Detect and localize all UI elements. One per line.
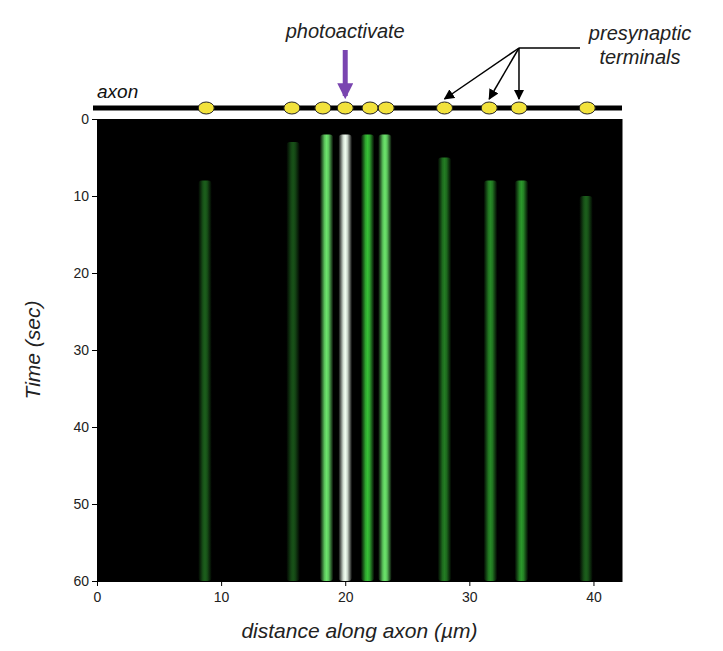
stripe [378, 134, 392, 581]
x-tick-mark [221, 581, 222, 586]
stripe [198, 181, 212, 581]
x-axis-line [98, 581, 623, 582]
terminal [437, 102, 453, 114]
stripe [286, 142, 300, 581]
stripe [515, 181, 529, 581]
x-tick: 40 [586, 581, 602, 605]
y-tick: 0 [81, 111, 97, 127]
axon-label: axon [97, 81, 138, 102]
plot-background [97, 119, 622, 581]
stripe [338, 134, 352, 581]
stripe [438, 158, 452, 582]
terminal [284, 102, 300, 114]
terminal [362, 102, 378, 114]
x-tick-mark [97, 581, 98, 586]
y-tick-mark [92, 273, 97, 274]
y-tick: 40 [73, 419, 97, 435]
frame [622, 119, 623, 581]
y-tick-label: 50 [73, 496, 89, 512]
x-tick-mark [469, 581, 470, 586]
axon-line [93, 106, 622, 111]
x-axis-title: distance along axon (µm) [241, 619, 477, 642]
x-tick-label: 40 [586, 589, 602, 605]
annotation: photoactivate [285, 20, 405, 42]
y-tick: 50 [73, 496, 97, 512]
x-tick-label: 20 [338, 589, 354, 605]
terminal [511, 102, 527, 114]
y-tick-label: 40 [73, 419, 89, 435]
terminal [315, 102, 331, 114]
stripe [361, 134, 375, 581]
y-tick-label: 10 [73, 188, 89, 204]
y-tick-label: 0 [81, 111, 89, 127]
x-axis: 0 10 20 30 40 [94, 581, 623, 605]
x-tick: 0 [94, 581, 102, 605]
leader-arrow [445, 48, 519, 99]
stripes [198, 134, 593, 581]
leader-line [519, 47, 580, 49]
x-tick-label: 0 [94, 589, 102, 605]
stripe [579, 196, 593, 581]
y-tick-mark [92, 581, 97, 582]
x-tick: 20 [338, 581, 354, 605]
x-tick-label: 10 [214, 589, 230, 605]
y-tick-mark [92, 350, 97, 351]
y-tick-mark [92, 196, 97, 197]
y-tick-mark [92, 119, 97, 120]
x-tick-mark [345, 581, 346, 586]
x-tick-mark [593, 581, 594, 586]
y-tick-label: 20 [73, 265, 89, 281]
annotation-line: presynaptic [588, 22, 691, 44]
stripe [320, 134, 334, 581]
y-tick: 60 [73, 573, 97, 589]
photoactivate-arrow [343, 50, 348, 96]
terminal [378, 102, 394, 114]
y-tick: 20 [73, 265, 97, 281]
leader-arrow [518, 48, 520, 99]
y-tick-label: 30 [73, 342, 89, 358]
y-tick-mark [92, 504, 97, 505]
y-tick: 10 [73, 188, 97, 204]
y-axis-line [97, 120, 98, 582]
terminal [198, 102, 214, 114]
terminal [337, 102, 353, 114]
y-tick-label: 60 [73, 573, 89, 589]
terminal [579, 102, 595, 114]
x-tick: 10 [214, 581, 230, 605]
terminal [481, 102, 497, 114]
y-axis: 0 10 20 30 40 50 60 [73, 111, 97, 589]
chart: 0 10 20 30 40 0 10 20 30 40 50 60 distance along axo… [0, 0, 723, 651]
x-tick: 30 [462, 581, 478, 605]
y-tick-mark [92, 427, 97, 428]
leader-arrow [489, 48, 519, 99]
y-tick: 30 [73, 342, 97, 358]
stripe [484, 181, 498, 581]
x-tick-label: 30 [462, 589, 478, 605]
annotation: presynapticterminals [588, 22, 691, 68]
y-axis-title: Time (sec) [21, 301, 44, 400]
annotation-line: terminals [599, 46, 680, 68]
